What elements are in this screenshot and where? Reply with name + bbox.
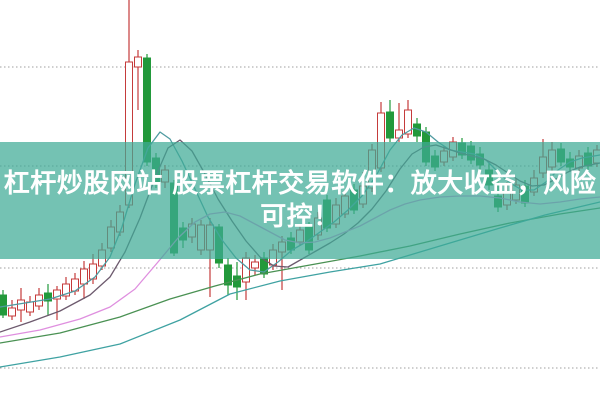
candle-up [35, 288, 43, 310]
banner-title-line1: 杠杆炒股网站 股票杠杆交易软件：放大收益，风险 [3, 168, 597, 199]
candle-up [8, 300, 16, 320]
candle-down [386, 100, 394, 142]
candle-up [26, 296, 34, 316]
candle-up [134, 50, 142, 110]
promo-banner[interactable]: 杠杆炒股网站 股票杠杆交易软件：放大收益，风险 可控！ [0, 142, 600, 259]
candle-up [404, 100, 412, 138]
candle-down [44, 284, 52, 316]
candle-down [0, 290, 7, 318]
candle-up [62, 277, 70, 300]
candle-up [53, 286, 61, 320]
banner-title-line2: 可控！ [260, 201, 340, 232]
candle-up [80, 261, 88, 299]
candle-up [17, 288, 25, 322]
candle-down [224, 258, 232, 295]
candle-up [242, 252, 250, 300]
